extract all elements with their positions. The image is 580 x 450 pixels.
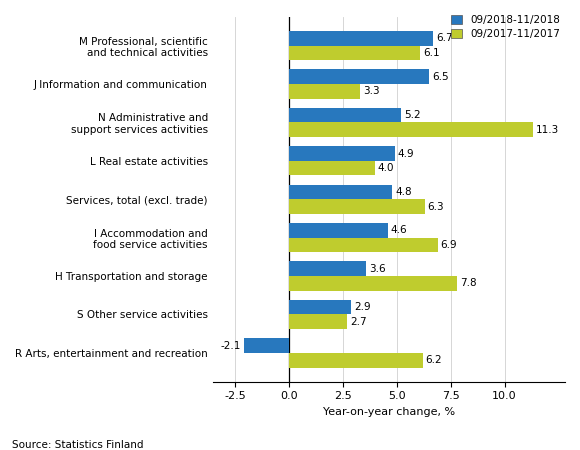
Text: 5.2: 5.2 [404,110,420,120]
Text: 6.7: 6.7 [436,33,453,43]
Bar [289,161,375,176]
Text: 4.0: 4.0 [378,163,394,173]
Bar [289,223,388,238]
Bar [289,146,394,161]
X-axis label: Year-on-year change, %: Year-on-year change, % [323,407,455,417]
Text: Source: Statistics Finland: Source: Statistics Finland [12,440,143,450]
Text: 11.3: 11.3 [535,125,559,135]
Bar [289,199,425,214]
Text: 4.8: 4.8 [395,187,412,197]
Text: 4.9: 4.9 [397,148,414,158]
Text: 6.3: 6.3 [427,202,444,211]
Bar [289,238,438,252]
Bar [289,122,532,137]
Text: -2.1: -2.1 [220,341,241,351]
Bar [289,184,393,199]
Text: 6.2: 6.2 [425,355,442,365]
Text: 7.8: 7.8 [460,279,477,288]
Bar [289,45,420,60]
Bar [289,84,360,99]
Bar [289,276,457,291]
Text: 2.9: 2.9 [354,302,371,312]
Text: 6.1: 6.1 [423,48,440,58]
Bar [289,108,401,122]
Bar [289,69,429,84]
Legend: 09/2018-11/2018, 09/2017-11/2017: 09/2018-11/2018, 09/2017-11/2017 [451,15,560,39]
Text: 6.5: 6.5 [432,72,448,81]
Text: 2.7: 2.7 [350,317,367,327]
Bar [289,31,433,45]
Text: 6.9: 6.9 [440,240,457,250]
Text: 3.6: 3.6 [369,264,386,274]
Bar [289,261,367,276]
Bar [289,353,423,368]
Bar [244,338,289,353]
Bar [289,315,347,329]
Text: 4.6: 4.6 [391,225,408,235]
Bar [289,300,351,315]
Text: 3.3: 3.3 [363,86,379,96]
